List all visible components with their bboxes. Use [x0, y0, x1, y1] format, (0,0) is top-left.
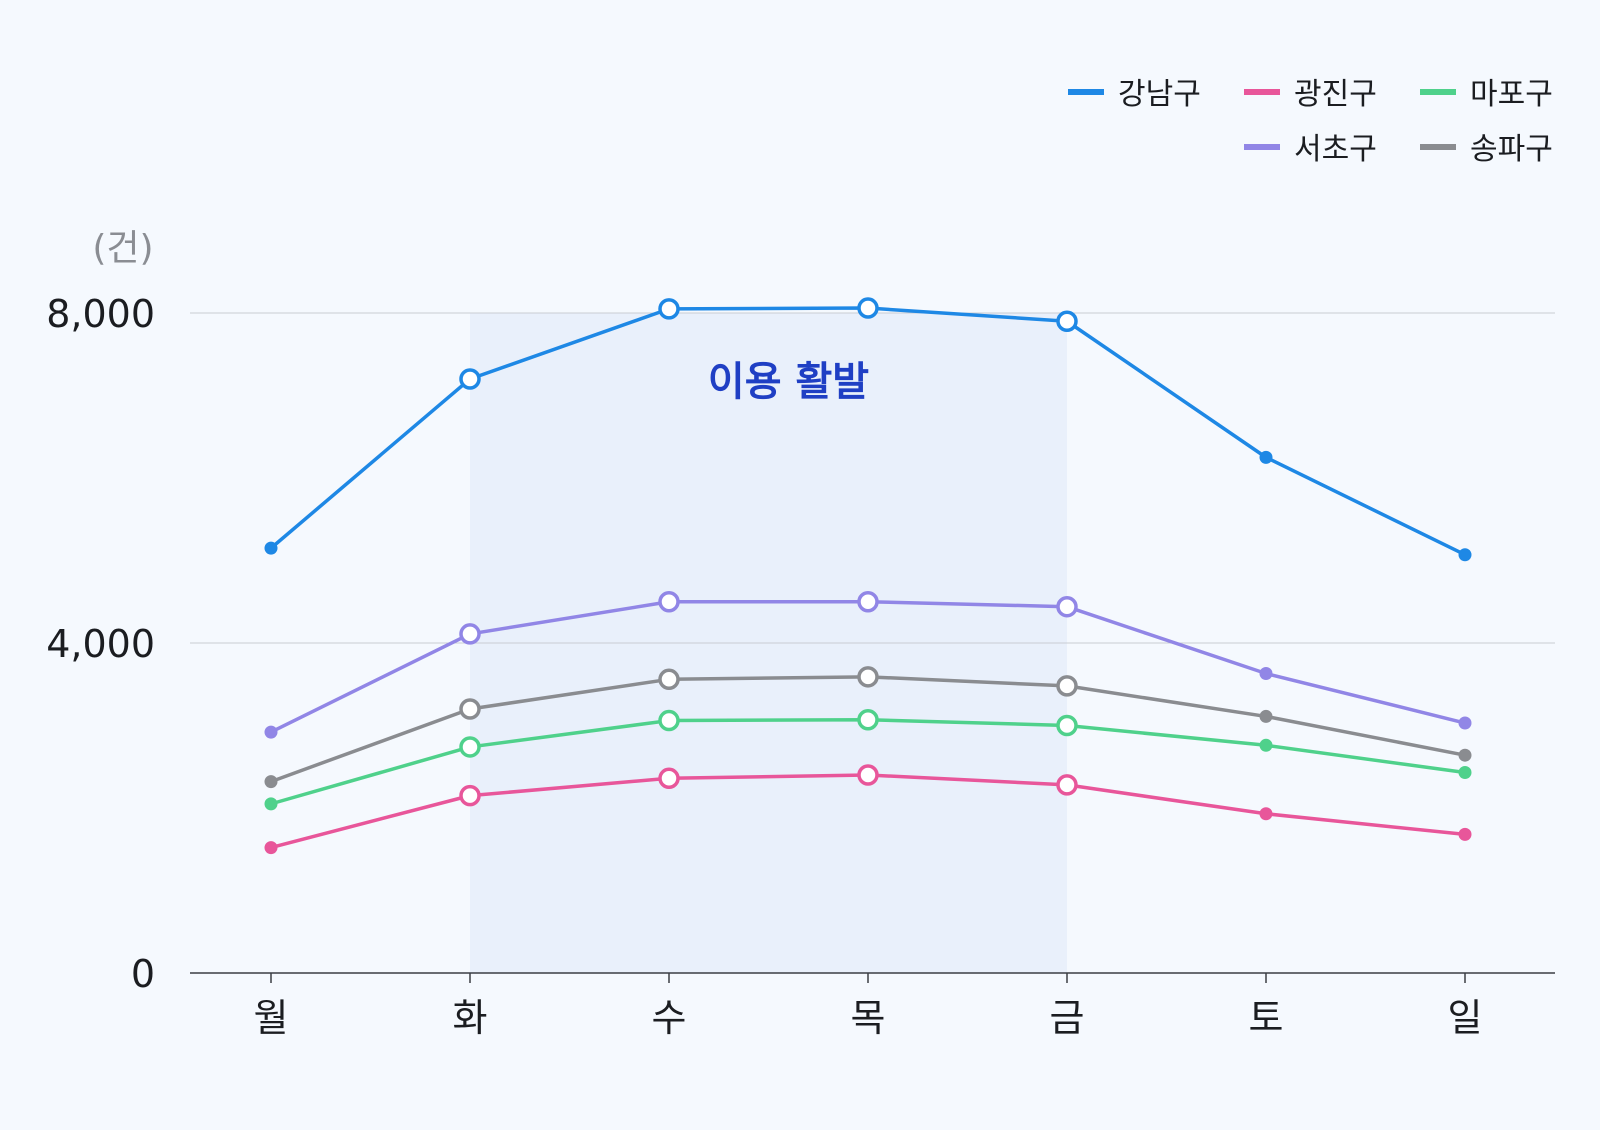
data-point [1259, 709, 1273, 723]
data-point-highlight [1056, 595, 1078, 618]
legend-swatch [1068, 89, 1104, 95]
highlight-label: 이용 활발 [708, 359, 869, 405]
data-point [1259, 807, 1273, 821]
data-point-highlight [658, 591, 680, 613]
data-point [264, 775, 278, 789]
legend-swatch [1244, 144, 1280, 150]
legend-item: 강남구 [1068, 77, 1201, 112]
data-point-highlight [459, 368, 481, 390]
legend-swatch [1420, 144, 1456, 150]
data-point-highlight [459, 736, 481, 758]
data-point [1259, 667, 1273, 681]
legend-label: 광진구 [1294, 77, 1377, 112]
data-point-highlight [459, 784, 481, 807]
x-tick-label: 토 [1249, 996, 1284, 1040]
data-point-highlight [857, 591, 879, 613]
data-point-highlight [857, 764, 879, 786]
data-point [1458, 748, 1472, 762]
series-group [264, 297, 1472, 855]
series-서초구 [264, 591, 1472, 739]
data-point-highlight [658, 709, 680, 732]
data-point-highlight [658, 767, 680, 790]
legend-item: 서초구 [1244, 132, 1377, 167]
legend-label: 마포구 [1470, 77, 1553, 112]
data-point-highlight [1056, 675, 1078, 697]
data-point-highlight [857, 297, 879, 319]
data-point-highlight [459, 698, 481, 720]
data-point-highlight [1056, 310, 1078, 332]
legend-item: 마포구 [1420, 77, 1553, 112]
y-tick-label: 0 [131, 952, 155, 996]
x-tick-label: 월 [254, 996, 289, 1040]
data-point [264, 725, 278, 739]
data-point [264, 541, 278, 555]
data-point-highlight [459, 623, 481, 645]
legend-label: 강남구 [1118, 77, 1201, 112]
data-point-highlight [658, 298, 680, 320]
data-point-highlight [857, 708, 879, 731]
axes: 0 4,000 8,000 월 화 수 목 금 토 일 [46, 292, 1555, 1040]
series-마포구 [264, 708, 1472, 811]
legend-label: 서초구 [1294, 132, 1377, 167]
legend-item: 송파구 [1420, 132, 1553, 167]
data-point [264, 797, 278, 811]
data-point [1259, 450, 1273, 464]
data-point [1458, 716, 1472, 730]
legend-swatch [1244, 89, 1280, 95]
data-point-highlight [658, 668, 680, 691]
x-tick-label: 금 [1050, 996, 1085, 1040]
y-tick-label: 8,000 [46, 292, 155, 336]
legend-item: 광진구 [1244, 77, 1377, 112]
series-광진구 [264, 764, 1472, 855]
x-tick-label: 목 [851, 996, 886, 1040]
y-axis-unit-label: (건) [92, 228, 153, 269]
data-point-highlight [857, 666, 879, 688]
legend-swatch [1420, 89, 1456, 95]
legend-label: 송파구 [1470, 132, 1553, 167]
data-point [1458, 766, 1472, 780]
series-송파구 [264, 666, 1472, 789]
x-tick-label: 일 [1448, 996, 1483, 1040]
data-point-highlight [1056, 714, 1078, 737]
data-point [264, 841, 278, 855]
data-point [1458, 827, 1472, 841]
x-tick-label: 화 [453, 996, 488, 1040]
y-tick-label: 4,000 [46, 622, 155, 666]
data-point-highlight [1056, 774, 1078, 796]
data-point [1259, 738, 1273, 752]
series-강남구 [264, 297, 1472, 562]
data-point [1458, 548, 1472, 562]
x-tick-label: 수 [652, 996, 687, 1040]
